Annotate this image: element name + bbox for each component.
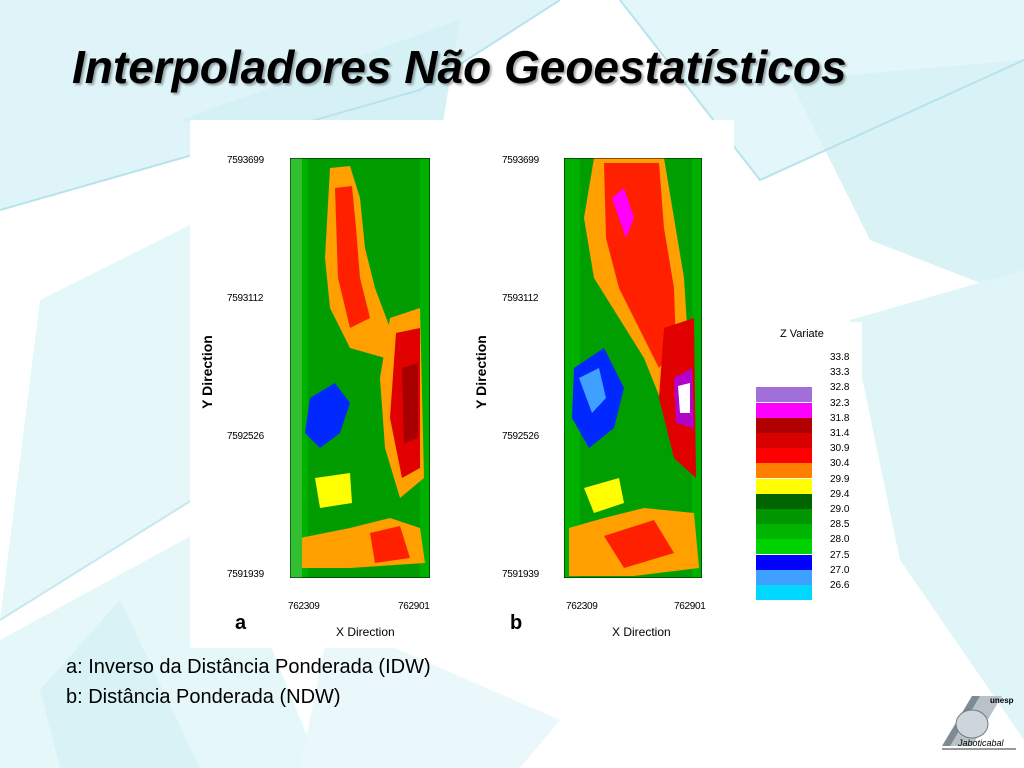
y-tick-label: 7593699 <box>227 155 264 166</box>
x-tick-label: 762901 <box>674 601 706 612</box>
legend-swatch <box>756 402 812 418</box>
legend-value-label: 33.8 <box>830 352 850 363</box>
legend-value-label: 33.3 <box>830 367 850 379</box>
y-tick-label: 7592526 <box>227 431 264 442</box>
slide-title: Interpoladores Não Geoestatísticos <box>72 41 847 93</box>
legend-swatch <box>756 417 812 433</box>
legend-swatch <box>756 539 812 555</box>
x-axis-label: X Direction <box>612 625 671 639</box>
panel-letter-a: a <box>235 612 247 634</box>
x-axis-label: X Direction <box>336 625 395 639</box>
legend-swatch <box>756 569 812 585</box>
legend-value-label: 27.0 <box>830 564 850 576</box>
legend-value-label: 28.0 <box>830 534 850 546</box>
legend-value-label: 26.6 <box>830 580 850 591</box>
legend-swatch <box>756 585 812 600</box>
logo-text-jaboticabal: Jaboticabal <box>958 738 1004 748</box>
x-tick-label: 762901 <box>398 601 430 612</box>
legend-swatch <box>756 509 812 524</box>
caption-a: a: Inverso da Distância Ponderada (IDW) <box>66 656 431 678</box>
legend-value-label: 29.9 <box>830 473 850 485</box>
map-panel-a: 7593699 7593112 7592526 7591939 Y Direct… <box>190 120 465 648</box>
y-tick-label: 7592526 <box>502 431 539 442</box>
legend-value-label: 30.4 <box>830 458 850 470</box>
z-variate-legend: Z Variate 33.8 33.3 32.8 32.3 31.8 31.4 30.9 30… <box>752 322 862 602</box>
y-tick-label: 7591939 <box>502 569 539 580</box>
legend-value-label: 31.4 <box>830 428 850 439</box>
panel-letter-b: b <box>510 612 523 634</box>
legend-swatch <box>756 448 812 464</box>
legend-title: Z Variate <box>780 328 824 340</box>
raster-map-b <box>564 158 702 578</box>
legend-value-label: 29.0 <box>830 504 850 515</box>
legend-value-label: 27.5 <box>830 549 850 561</box>
legend-swatch <box>756 524 812 540</box>
y-tick-label: 7591939 <box>227 569 264 580</box>
legend-swatch <box>756 554 812 570</box>
legend-value-label: 32.3 <box>830 397 850 409</box>
y-tick-label: 7593112 <box>227 293 264 304</box>
legend-swatch <box>756 463 812 479</box>
legend-value-label: 30.9 <box>830 443 850 455</box>
legend-value-label: 31.8 <box>830 412 850 424</box>
legend-value-label: 29.4 <box>830 488 850 500</box>
map-panel-b: 7593699 7593112 7592526 7591939 Y Direct… <box>466 120 734 668</box>
legend-swatch <box>756 493 812 509</box>
legend-swatch <box>756 478 812 494</box>
logo-text-unesp: unesp <box>990 696 1014 705</box>
y-axis-label: Y Direction <box>198 335 215 409</box>
unesp-jaboticabal-logo: unesp Jaboticabal <box>938 688 1018 752</box>
raster-map-a <box>290 158 430 578</box>
legend-value-label: 32.8 <box>830 382 850 394</box>
legend-value-label: 28.5 <box>830 519 850 531</box>
legend-swatch <box>756 387 812 403</box>
y-tick-label: 7593112 <box>502 293 539 304</box>
caption-b: b: Distância Ponderada (NDW) <box>66 686 341 708</box>
legend-swatch <box>756 433 812 448</box>
x-tick-label: 762309 <box>566 601 598 612</box>
y-tick-label: 7593699 <box>502 155 539 166</box>
logo-mark-icon <box>942 696 1016 750</box>
x-tick-label: 762309 <box>288 601 320 612</box>
y-axis-label: Y Direction <box>472 335 489 409</box>
